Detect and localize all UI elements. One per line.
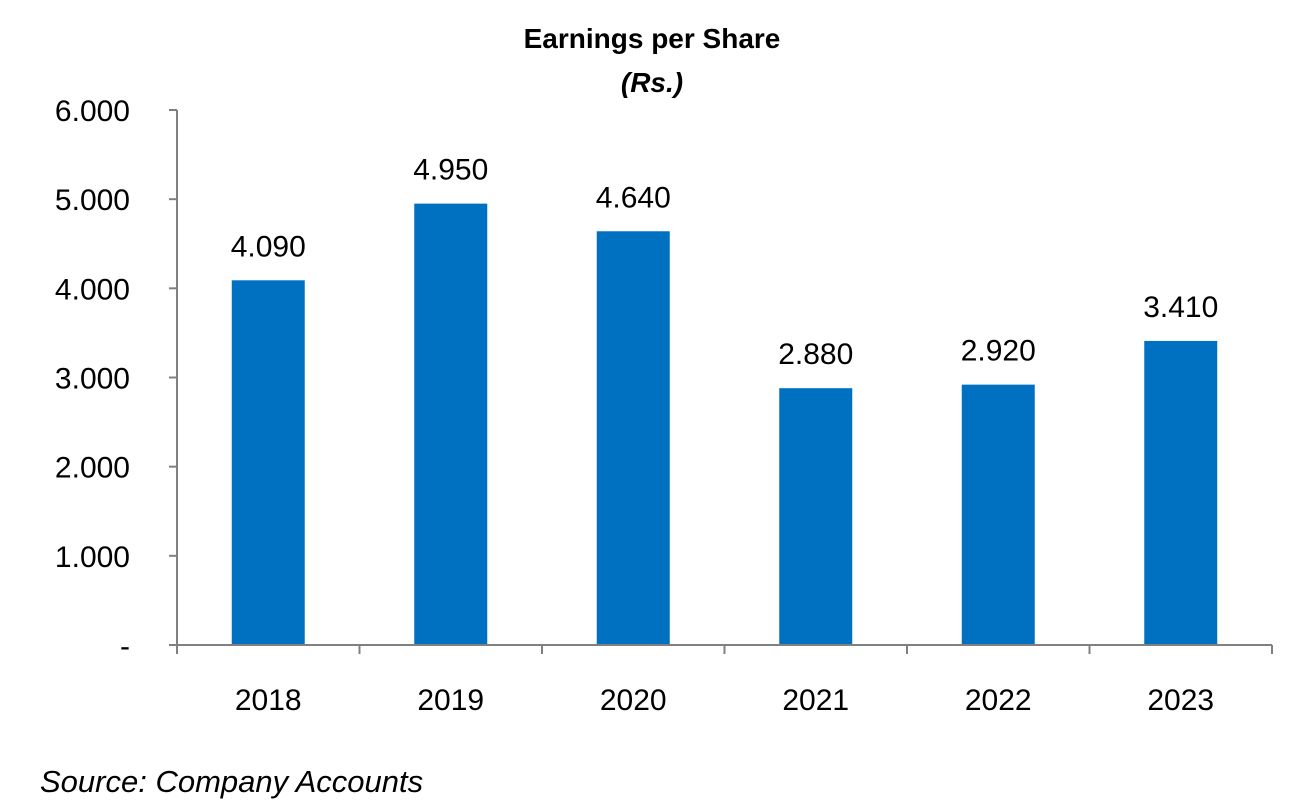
- x-axis-ticks: 2018 2019 2020 2021 2022 2023: [176, 645, 1273, 717]
- x-tick-label-2018: 2018: [235, 684, 302, 717]
- bar-2022: [961, 384, 1035, 645]
- bar-2021: [779, 388, 853, 645]
- chart-title: Earnings per Share: [524, 23, 781, 54]
- data-label-2021: 2.880: [778, 338, 853, 371]
- x-tick-label-2020: 2020: [600, 684, 667, 717]
- y-tick-label: 3.000: [55, 363, 130, 396]
- bar-2019: [414, 203, 488, 645]
- y-tick-label: 1.000: [55, 541, 130, 574]
- bar-2023: [1144, 340, 1218, 645]
- data-label-2019: 4.950: [413, 154, 488, 187]
- data-label-group: 4.090 4.950 4.640 2.880 2.920 3.410: [231, 154, 1219, 372]
- y-tick-label: 5.000: [55, 184, 130, 217]
- x-tick-label-2022: 2022: [965, 684, 1032, 717]
- y-tick-label: 4.000: [55, 273, 130, 306]
- x-tick-label-2023: 2023: [1147, 684, 1214, 717]
- source-note: Source: Company Accounts: [40, 764, 423, 799]
- data-label-2020: 4.640: [596, 181, 671, 214]
- x-tick-label-2019: 2019: [417, 684, 484, 717]
- data-label-2018: 4.090: [231, 230, 306, 263]
- data-label-2022: 2.920: [961, 335, 1036, 368]
- y-axis-ticks: - 1.000 2.000 3.000 4.000 5.000 6.000: [55, 95, 177, 663]
- bar-2020: [596, 231, 670, 645]
- y-tick-label: 2.000: [55, 452, 130, 485]
- bar-group: [231, 203, 1218, 645]
- x-tick-label-2021: 2021: [782, 684, 849, 717]
- y-tick-label: -: [120, 630, 130, 663]
- bar-2018: [231, 280, 305, 645]
- y-tick-label: 6.000: [55, 95, 130, 128]
- chart-subtitle: (Rs.): [621, 67, 683, 98]
- data-label-2023: 3.410: [1143, 291, 1218, 324]
